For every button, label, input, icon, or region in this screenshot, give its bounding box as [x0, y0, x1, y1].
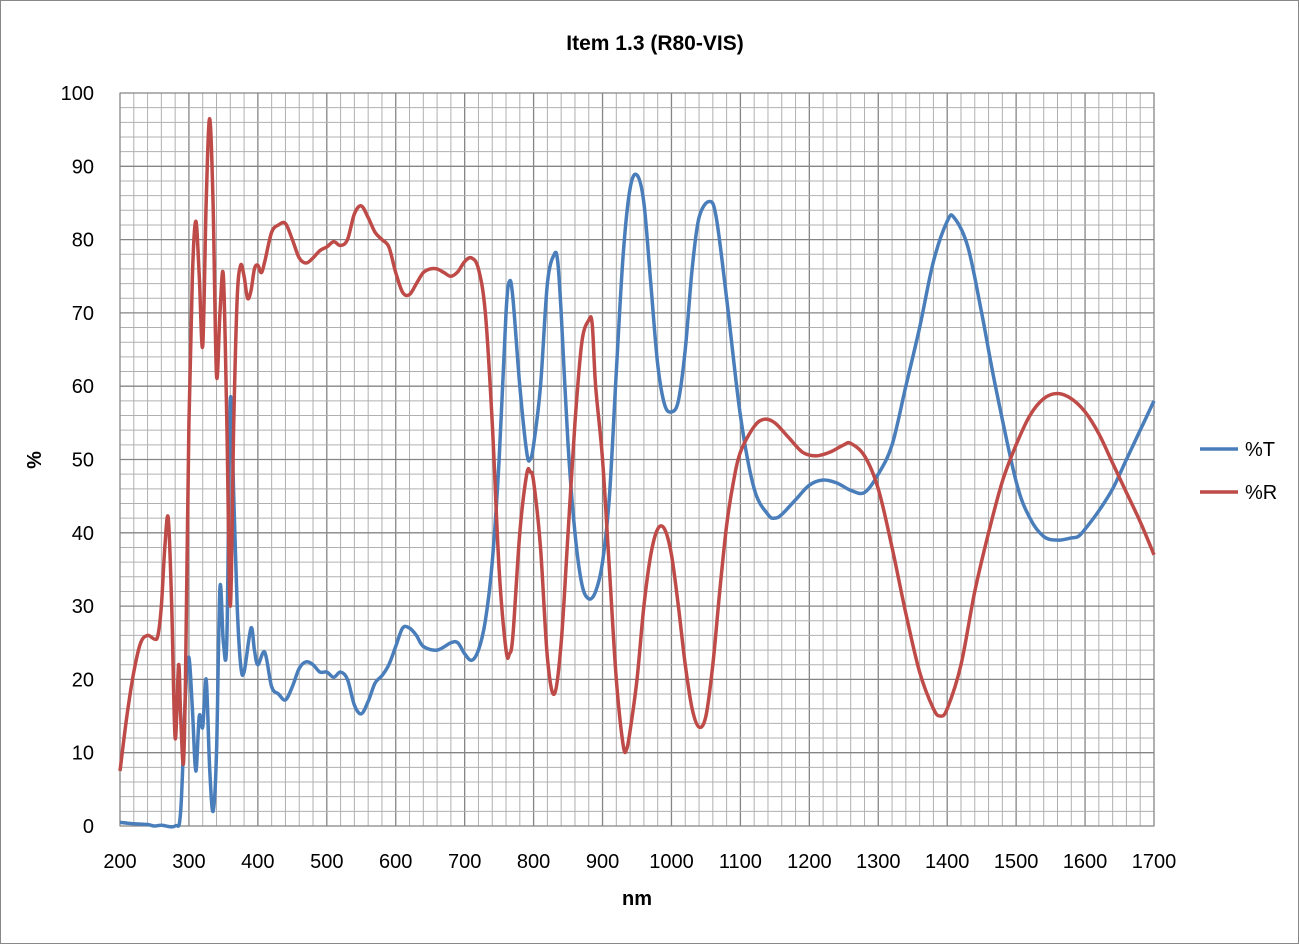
x-tick-label: 800 [517, 851, 550, 873]
x-tick-label: 1000 [649, 851, 694, 873]
y-tick-label: 40 [72, 523, 94, 545]
y-tick-label: 20 [72, 669, 94, 691]
x-tick-label: 200 [103, 851, 136, 873]
series-lines [118, 116, 1156, 829]
plot-area-border [119, 92, 1155, 827]
chart-title: Item 1.3 (R80-VIS) [566, 32, 743, 55]
series-line-transmission [119, 172, 1156, 829]
y-tick-label: 50 [72, 450, 94, 472]
y-axis-label: % [24, 451, 46, 469]
x-tick-label: 500 [310, 851, 343, 873]
x-tick-label: 1600 [1063, 851, 1108, 873]
x-tick-label: 1500 [994, 851, 1039, 873]
x-tick-label: 900 [586, 851, 619, 873]
legend: %T %R [1200, 439, 1277, 504]
y-tick-label: 100 [61, 83, 94, 105]
y-tick-label: 30 [72, 596, 94, 618]
x-tick-label: 700 [448, 851, 481, 873]
legend-label: %T [1245, 439, 1275, 461]
x-tick-label: 1100 [719, 851, 762, 873]
y-tick-label: 60 [72, 376, 94, 398]
x-tick-label: 400 [241, 851, 274, 873]
x-tick-label: 600 [379, 851, 412, 873]
x-axis-label: nm [622, 888, 652, 910]
y-tick-label: 70 [72, 303, 94, 325]
x-tick-label: 1700 [1132, 851, 1177, 873]
x-tick-label: 1400 [925, 851, 970, 873]
x-tick-label: 1300 [856, 851, 901, 873]
y-tick-label: 80 [72, 230, 94, 252]
y-tick-label: 90 [72, 156, 94, 178]
x-tick-labels: 200 300 400 500 600 700 800 900 1000 1100 1200 1300… [103, 851, 1176, 873]
x-tick-label: 1200 [787, 851, 832, 873]
series-line-reflection [118, 116, 1156, 772]
y-tick-label: 0 [83, 816, 94, 838]
legend-label: %R [1245, 482, 1277, 504]
y-tick-label: 10 [72, 743, 94, 765]
grid [119, 92, 1155, 827]
y-tick-labels: 0 10 20 30 40 50 60 70 80 90 100 [61, 83, 94, 838]
x-tick-label: 300 [172, 851, 205, 873]
